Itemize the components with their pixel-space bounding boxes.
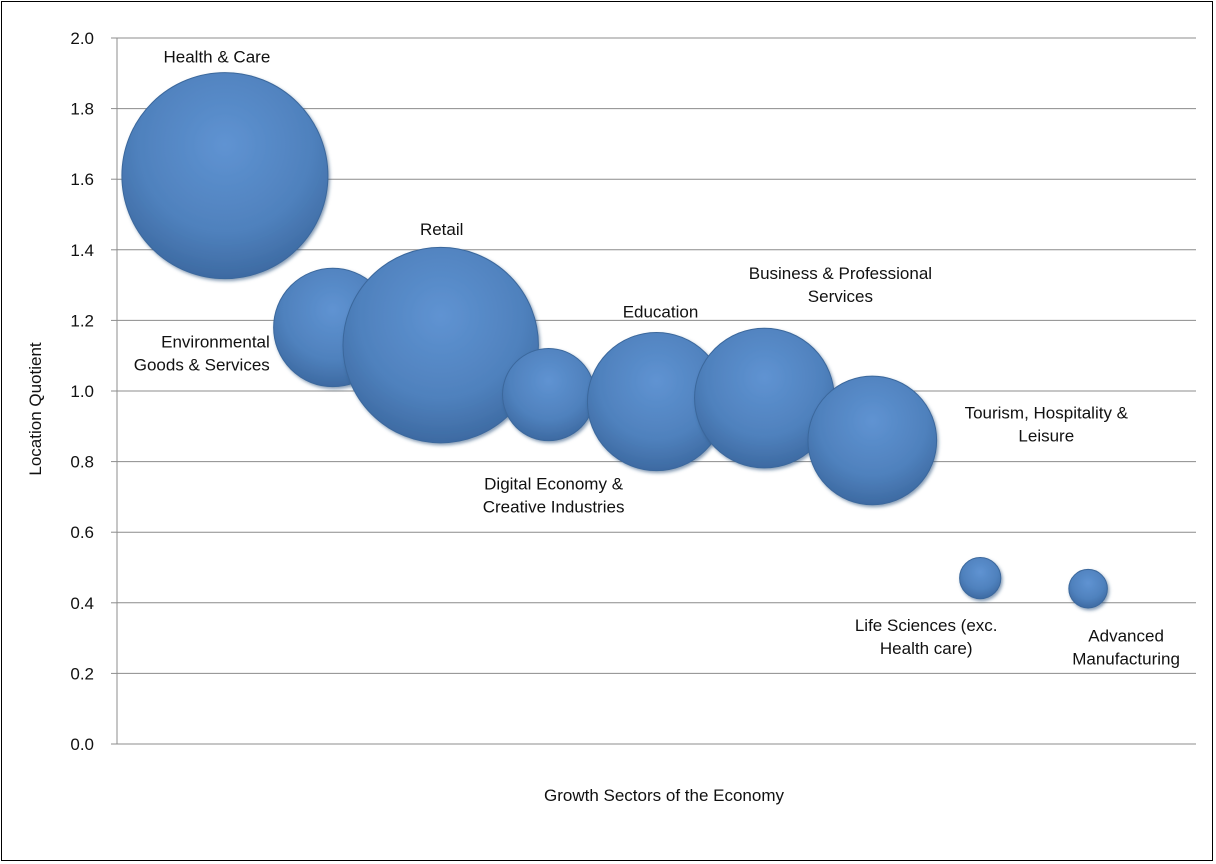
bubble-label: Business & Professional Services: [749, 264, 932, 306]
y-tick-label: 1.0: [70, 382, 94, 401]
y-tick-label: 1.8: [70, 100, 94, 119]
bubble: [342, 246, 539, 444]
y-tick-label: 0.0: [70, 735, 94, 754]
axis-layer: 0.0 0.2 0.4 0.6 0.8 1.0 1.2 1.4 1.6 1.8 2.0: [70, 29, 1196, 754]
y-tick-label: 0.6: [70, 523, 94, 542]
label-layer: Health & Care Environmental Goods & Servic…: [134, 48, 1180, 669]
y-axis-title: Location Quotient: [26, 342, 45, 476]
y-tick-label: 0.4: [70, 594, 94, 613]
bubble: [1068, 568, 1108, 609]
y-tick-label: 2.0: [70, 29, 94, 48]
bubble-label: Life Sciences (exc. Health care): [855, 616, 998, 658]
bubble-layer: [121, 72, 1108, 609]
y-tick-label: 0.8: [70, 453, 94, 472]
y-tick-label: 0.2: [70, 664, 94, 683]
bubble-label: Advanced Manufacturing: [1072, 627, 1180, 669]
bubble: [502, 347, 596, 442]
y-tick-label: 1.4: [70, 241, 94, 260]
y-tick-label: 1.6: [70, 170, 94, 189]
bubble: [959, 556, 1002, 600]
bubble: [807, 375, 938, 506]
bubble-label: Education: [623, 303, 699, 322]
bubble-label: Retail: [420, 220, 463, 239]
y-tick-label: 1.2: [70, 311, 94, 330]
x-axis-title: Growth Sectors of the Economy: [544, 786, 784, 805]
bubble: [121, 72, 329, 280]
bubble-label: Digital Economy & Creative Industries: [483, 475, 625, 517]
bubble-label: Environmental Goods & Services: [134, 332, 270, 374]
bubble-label: Tourism, Hospitality & Leisure: [965, 403, 1129, 445]
bubble-label: Health & Care: [164, 48, 271, 67]
